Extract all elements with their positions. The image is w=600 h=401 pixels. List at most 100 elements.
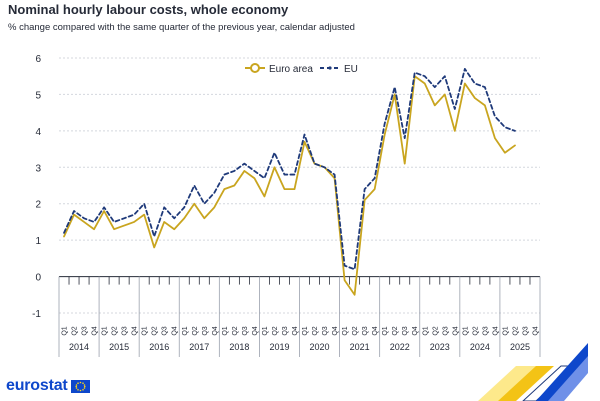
data-point-euro-area bbox=[512, 142, 518, 148]
data-point-eu bbox=[372, 175, 378, 181]
x-tick-label-year: 2015 bbox=[109, 342, 129, 352]
data-point-eu bbox=[402, 135, 408, 141]
x-tick-label-year: 2020 bbox=[310, 342, 330, 352]
data-point-eu bbox=[392, 84, 398, 90]
data-point-euro-area bbox=[432, 102, 438, 108]
y-tick-label: 5 bbox=[35, 90, 41, 101]
data-point-euro-area bbox=[181, 215, 187, 221]
x-tick-label-quarter: Q3 bbox=[482, 326, 489, 335]
data-point-euro-area bbox=[442, 91, 448, 97]
x-tick-label-quarter: Q4 bbox=[292, 326, 299, 335]
data-point-eu bbox=[342, 263, 348, 269]
series-lines bbox=[61, 68, 518, 298]
data-point-eu bbox=[472, 81, 478, 87]
x-tick-label-year: 2025 bbox=[510, 342, 530, 352]
data-point-eu bbox=[111, 219, 117, 225]
x-tick-label-year: 2016 bbox=[149, 342, 169, 352]
x-tick-label-year: 2023 bbox=[430, 342, 450, 352]
x-tick-label-quarter: Q1 bbox=[102, 326, 109, 335]
data-point-eu bbox=[412, 70, 418, 76]
y-tick-label: 0 bbox=[35, 273, 41, 284]
x-tick-label-quarter: Q2 bbox=[352, 326, 359, 335]
data-point-euro-area bbox=[131, 219, 137, 225]
data-point-euro-area bbox=[261, 193, 267, 199]
series-line-eu bbox=[63, 68, 516, 271]
data-point-eu bbox=[322, 164, 328, 170]
data-point-eu bbox=[201, 201, 207, 207]
x-tick-label-quarter: Q4 bbox=[332, 326, 339, 335]
data-point-eu bbox=[291, 172, 297, 178]
x-tick-label-quarter: Q1 bbox=[222, 326, 229, 335]
legend[interactable]: Euro area EU bbox=[245, 63, 358, 75]
data-point-eu bbox=[302, 132, 308, 138]
x-tick-label-quarter: Q2 bbox=[192, 326, 199, 335]
legend-item-euro-area[interactable]: Euro area bbox=[245, 63, 313, 75]
legend-item-eu[interactable]: EU bbox=[320, 64, 358, 75]
x-tick-label-quarter: Q1 bbox=[422, 326, 429, 335]
x-tick-label-quarter: Q3 bbox=[522, 326, 529, 335]
data-point-euro-area bbox=[241, 168, 247, 174]
data-point-euro-area bbox=[191, 201, 197, 207]
data-point-eu bbox=[261, 175, 267, 181]
data-point-eu bbox=[171, 215, 177, 221]
x-tick-label-quarter: Q3 bbox=[82, 326, 89, 335]
data-point-eu bbox=[191, 183, 197, 189]
data-point-euro-area bbox=[171, 226, 177, 232]
data-point-euro-area bbox=[452, 128, 458, 134]
x-tick-label-quarter: Q1 bbox=[382, 326, 389, 335]
data-point-euro-area bbox=[271, 164, 277, 170]
x-tick-label-quarter: Q4 bbox=[252, 326, 259, 335]
data-point-eu bbox=[181, 204, 187, 210]
data-point-eu bbox=[352, 266, 358, 272]
chart-subtitle: % change compared with the same quarter … bbox=[8, 22, 355, 33]
y-tick-label: 6 bbox=[35, 54, 41, 65]
data-point-eu bbox=[101, 204, 107, 210]
x-tick-label-quarter: Q4 bbox=[372, 326, 379, 335]
x-tick-label-quarter: Q3 bbox=[282, 326, 289, 335]
legend-label-euro-area: Euro area bbox=[269, 64, 313, 75]
y-tick-label: 3 bbox=[35, 163, 41, 174]
data-point-euro-area bbox=[462, 81, 468, 87]
x-tick-label-quarter: Q2 bbox=[472, 326, 479, 335]
x-tick-label-quarter: Q4 bbox=[132, 326, 139, 335]
gridlines bbox=[59, 57, 540, 314]
data-point-euro-area bbox=[482, 102, 488, 108]
x-tick-label-quarter: Q4 bbox=[492, 326, 499, 335]
x-tick-label-quarter: Q1 bbox=[302, 326, 309, 335]
data-point-eu bbox=[61, 230, 67, 236]
legend-label-eu: EU bbox=[344, 64, 358, 75]
eu-flag-icon bbox=[70, 379, 90, 393]
data-point-euro-area bbox=[291, 186, 297, 192]
x-tick-label-quarter: Q4 bbox=[452, 326, 459, 335]
x-tick-label-quarter: Q2 bbox=[392, 326, 399, 335]
x-tick-label-quarter: Q2 bbox=[72, 326, 79, 335]
eurostat-logo: eurostat bbox=[6, 377, 90, 395]
data-point-eu bbox=[141, 201, 147, 207]
data-point-euro-area bbox=[211, 204, 217, 210]
data-point-eu bbox=[211, 190, 217, 196]
data-point-euro-area bbox=[221, 186, 227, 192]
y-tick-label: 1 bbox=[35, 236, 41, 247]
data-point-euro-area bbox=[492, 135, 498, 141]
x-tick-label-quarter: Q2 bbox=[232, 326, 239, 335]
data-point-euro-area bbox=[151, 244, 157, 250]
x-tick-label-quarter: Q1 bbox=[462, 326, 469, 335]
x-tick-label-quarter: Q1 bbox=[142, 326, 149, 335]
data-point-eu bbox=[422, 73, 428, 79]
data-point-euro-area bbox=[91, 226, 97, 232]
x-tick-label-quarter: Q3 bbox=[122, 326, 129, 335]
data-point-euro-area bbox=[161, 219, 167, 225]
x-axis: Q1 Q2 Q3 Q4 Q1 Q2 Q3 Q4 Q1 Q2 Q3 Q4 Q1 Q2 Q3 Q4 Q1 Q2 Q3 Q4… bbox=[58, 276, 541, 357]
data-point-euro-area bbox=[502, 150, 508, 156]
data-point-eu bbox=[452, 106, 458, 112]
data-point-eu bbox=[221, 172, 227, 178]
x-tick-label-quarter: Q3 bbox=[362, 326, 369, 335]
data-point-euro-area bbox=[352, 292, 358, 298]
data-point-euro-area bbox=[251, 175, 257, 181]
x-tick-label-year: 2017 bbox=[189, 342, 209, 352]
x-tick-label-quarter: Q3 bbox=[322, 326, 329, 335]
data-point-eu bbox=[271, 150, 277, 156]
data-point-eu bbox=[71, 208, 77, 214]
x-tick-label-quarter: Q2 bbox=[432, 326, 439, 335]
data-point-eu bbox=[362, 186, 368, 192]
